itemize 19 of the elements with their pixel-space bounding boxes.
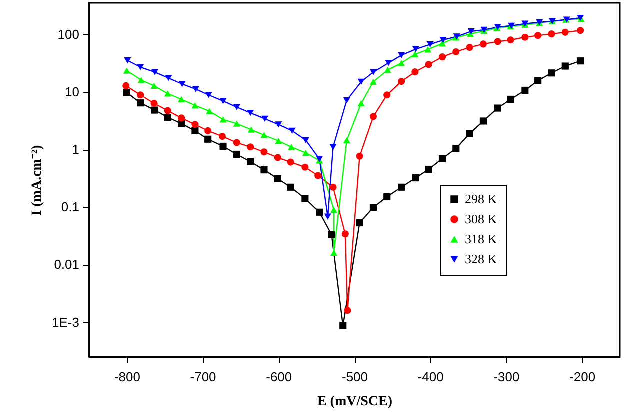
- legend-label: 318 K: [465, 232, 498, 246]
- y-tick-label: 10: [65, 84, 80, 100]
- y-tick-label: 0.1: [61, 200, 80, 215]
- legend-label: 328 K: [465, 252, 498, 266]
- x-tick-label: -300: [494, 370, 520, 384]
- x-axis-title: E (mV/SCE): [317, 394, 393, 410]
- y-tick-label: 1: [72, 142, 80, 158]
- legend-label: 308 K: [465, 212, 498, 226]
- y-axis-title: I (mA.cm⁻²): [30, 144, 46, 216]
- x-tick-label: -200: [570, 370, 596, 384]
- x-tick-label: -400: [418, 370, 444, 384]
- legend-label: 298 K: [465, 192, 498, 206]
- x-tick-label: -700: [190, 370, 216, 384]
- y-tick-label: 0.01: [54, 257, 80, 272]
- x-tick-label: -800: [114, 370, 140, 384]
- x-tick-label: -500: [342, 370, 368, 384]
- x-tick-label: -600: [266, 370, 292, 384]
- y-tick-label: 1E-3: [52, 314, 80, 330]
- y-tick-label: 100: [58, 26, 80, 42]
